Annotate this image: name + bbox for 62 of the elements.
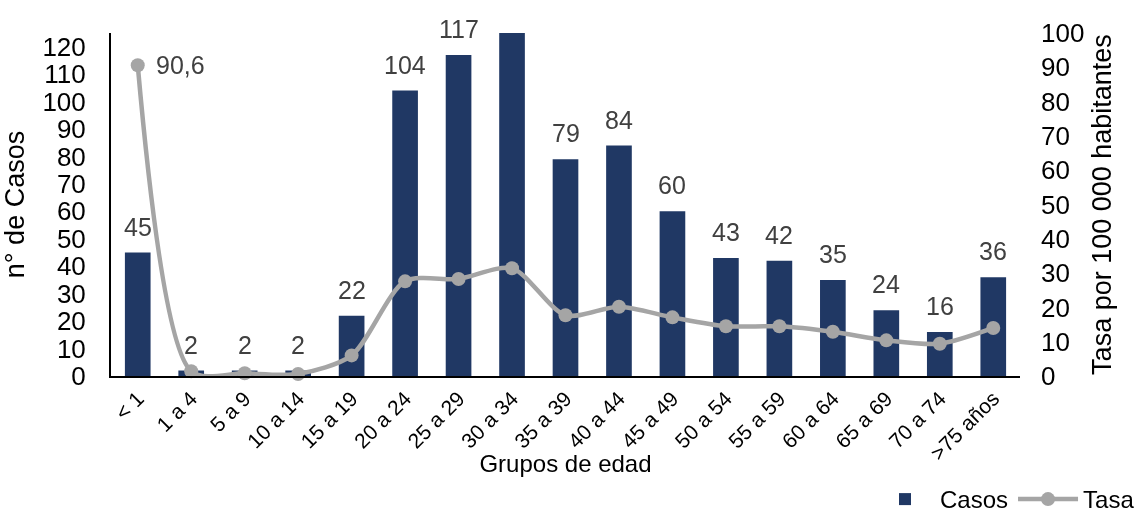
- y2-tick-label: 0: [1041, 361, 1056, 392]
- data-label: 42: [765, 221, 793, 249]
- y2-tick-label: 100: [1041, 18, 1085, 49]
- data-label: 45: [124, 213, 152, 241]
- point: [932, 336, 947, 351]
- y2-tick-label: 90: [1041, 52, 1070, 83]
- data-label: 22: [338, 276, 366, 304]
- y-axis-title: n° de Casos: [0, 130, 30, 279]
- data-label: 24: [872, 270, 900, 298]
- point: [130, 58, 145, 73]
- data-label: 2: [238, 331, 252, 359]
- data-label: 36: [979, 237, 1007, 265]
- data-label: 79: [552, 119, 580, 147]
- bar: [499, 33, 525, 376]
- y2-tick-label: 70: [1041, 121, 1070, 151]
- point: [505, 261, 520, 276]
- data-label: 84: [605, 106, 633, 134]
- point: [718, 319, 733, 334]
- point: [825, 324, 840, 339]
- y2-tick-label: 50: [1041, 189, 1070, 220]
- point: [398, 274, 413, 289]
- data-label: 43: [712, 218, 740, 246]
- data-label: 117: [439, 15, 479, 43]
- bar: [980, 277, 1007, 376]
- bar: [820, 279, 846, 376]
- y-tick-label: 0: [71, 361, 86, 392]
- data-label: 104: [384, 51, 426, 79]
- point: [665, 310, 680, 325]
- data-label: 90,6: [156, 51, 205, 79]
- bar: [606, 145, 632, 376]
- x-tick-label: 1 a 4: [152, 386, 202, 436]
- point: [879, 333, 894, 348]
- bar: [124, 252, 151, 376]
- legend-label: Casos: [940, 486, 1009, 514]
- y2-axis-title: Tasa por 100 000 habitantes: [1086, 34, 1117, 375]
- data-label: 2: [291, 331, 305, 359]
- bar: [713, 258, 739, 376]
- point: [611, 299, 626, 314]
- point: [986, 320, 1001, 335]
- bar: [445, 54, 472, 376]
- x-tick-label: < 1: [110, 386, 148, 425]
- data-label: 35: [819, 240, 847, 268]
- y2-tick-label: 20: [1041, 292, 1070, 323]
- point: [558, 308, 573, 323]
- bar: [392, 90, 418, 376]
- data-label: 16: [926, 292, 954, 320]
- point: [451, 271, 466, 286]
- bar: [552, 159, 579, 376]
- y2-tick-label: 60: [1041, 155, 1070, 186]
- x-axis-title: Grupos de edad: [479, 450, 652, 477]
- y2-tick-label: 40: [1041, 223, 1070, 254]
- y2-tick-label: 30: [1041, 258, 1070, 289]
- legend-label: Tasa: [1083, 486, 1135, 514]
- bar: [659, 211, 686, 376]
- y2-tick-label: 10: [1041, 326, 1070, 357]
- data-label: 60: [658, 171, 686, 199]
- y-tick-label: 120: [42, 31, 86, 62]
- y2-tick-label: 80: [1041, 86, 1070, 117]
- data-label: 2: [184, 331, 198, 359]
- bar: [766, 260, 793, 376]
- point: [344, 348, 359, 363]
- point: [772, 319, 787, 334]
